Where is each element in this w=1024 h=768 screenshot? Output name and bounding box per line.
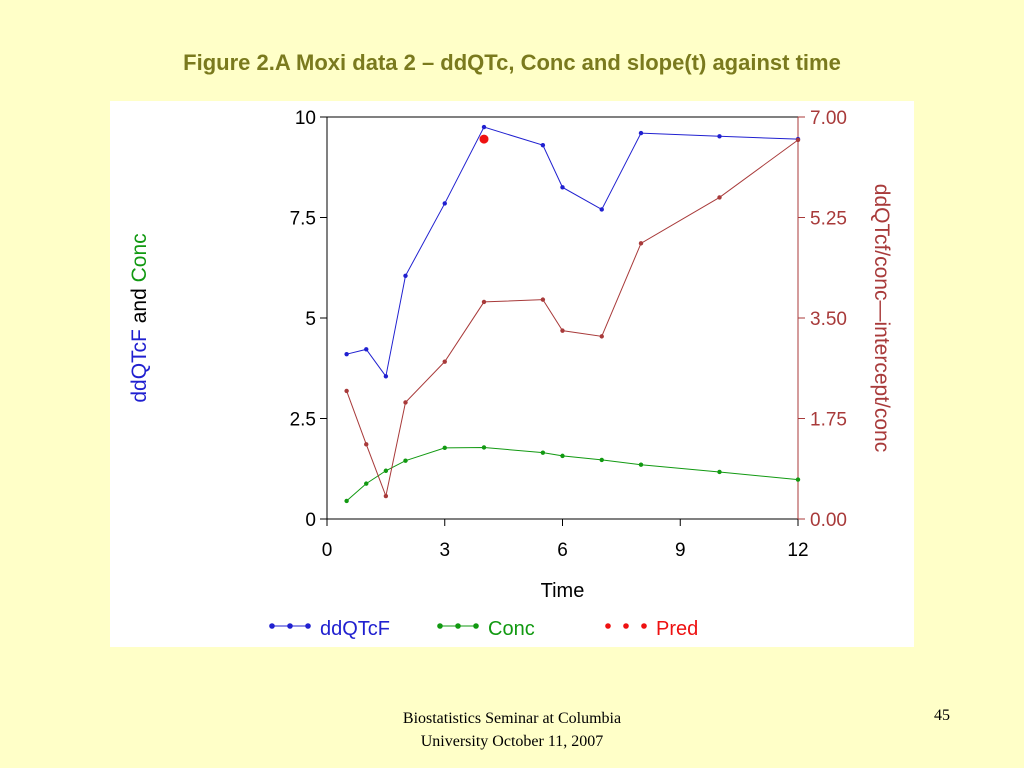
ddqtcf-series-point [560, 185, 565, 190]
conc-series-point [795, 477, 801, 482]
secondary-series-point [638, 241, 644, 246]
y-left-axis-label: ddQTcF and Conc [128, 233, 151, 402]
x-tick-label: 3 [439, 540, 450, 561]
chart: 0 3 6 9 12 0 2.5 5 7.5 10 0.00 1.75 3.50 5.25 7.00 Tim… [128, 108, 893, 640]
legend-item-pred: Pred [605, 618, 698, 640]
x-tick-label: 0 [322, 540, 333, 561]
y-right-tick-label: 3.50 [810, 309, 847, 330]
y-left-axis-label-part: and [128, 282, 151, 329]
axis-labels: Time ddQTcF and Conc ddQTcf/conc—intercept… [128, 184, 893, 602]
ddqtcf-series-point [383, 374, 389, 379]
legend-marker [455, 623, 461, 629]
legend: ddQTcF Conc Pred [269, 618, 698, 640]
y-right-tick-label: 7.00 [810, 108, 847, 129]
y-right-tick-label: 1.75 [810, 410, 847, 431]
conc-series-point [383, 468, 389, 473]
y-right-axis-label: ddQTcf/conc—intercept/conc [870, 184, 893, 452]
conc-series-point [481, 445, 487, 450]
y-right-tick-label: 5.25 [810, 209, 847, 230]
secondary-series-point [403, 400, 408, 405]
footer: Biostatistics Seminar at Columbia Univer… [312, 707, 712, 753]
secondary-series-point [481, 299, 487, 305]
conc-series-line [346, 446, 799, 502]
legend-marker [473, 623, 479, 629]
ddqtcf-series-point [599, 207, 604, 212]
legend-marker [437, 623, 443, 629]
legend-marker [305, 623, 311, 629]
pred-series-point [479, 134, 489, 144]
ddqtcf-series-point [638, 130, 644, 136]
x-tick-label: 12 [787, 540, 808, 561]
secondary-series-point [795, 137, 801, 143]
conc-series-point [717, 469, 722, 475]
legend-label: Pred [656, 618, 698, 640]
page-number: 45 [934, 707, 950, 724]
y-left-axis-label-part: Conc [128, 233, 151, 282]
secondary-series-point [540, 297, 546, 302]
y-left-tick-label: 0 [305, 510, 316, 531]
y-left-tick-label: 7.5 [290, 209, 316, 230]
y-left-tick-label: 10 [295, 108, 316, 129]
secondary-series-point [383, 493, 389, 499]
ddqtcf-series [344, 124, 801, 379]
chart-panel: 0 3 6 9 12 0 2.5 5 7.5 10 0.00 1.75 3.50 5.25 7.00 Tim… [110, 101, 914, 647]
legend-marker [623, 623, 629, 629]
conc-series-point [364, 481, 369, 486]
conc-series-point [403, 458, 408, 463]
secondary-series-point [364, 442, 369, 447]
legend-marker [641, 623, 647, 629]
x-tick-label: 6 [557, 540, 568, 561]
secondary-series-point [442, 359, 447, 364]
legend-label: ddQTcF [320, 618, 390, 640]
legend-label: Conc [488, 618, 535, 640]
x-tick-label: 9 [675, 540, 686, 561]
legend-marker [269, 623, 275, 629]
secondary-series [344, 137, 801, 499]
conc-series-point [560, 453, 565, 459]
secondary-series-point [599, 334, 604, 339]
conc-series-point [442, 445, 447, 451]
conc-series-point [344, 498, 349, 504]
secondary-series-point [717, 195, 722, 200]
y-left-tick-label: 2.5 [290, 410, 316, 431]
legend-marker [287, 623, 293, 629]
pred-series [479, 134, 489, 144]
ddqtcf-series-point [364, 347, 369, 352]
secondary-series-line [346, 139, 799, 498]
footer-line-1: Biostatistics Seminar at Columbia [402, 710, 622, 727]
ddqtcf-series-point [403, 273, 408, 278]
plot-series [344, 124, 801, 504]
y-right-tick-label: 0.00 [810, 510, 847, 531]
y-left-tick-label: 5 [305, 309, 316, 330]
ddqtcf-series-point [481, 124, 487, 130]
conc-series [344, 445, 801, 504]
conc-series-point [599, 457, 604, 463]
slide-title: Figure 2.A Moxi data 2 – ddQTc, Conc and… [183, 50, 841, 75]
x-axis-label: Time [541, 580, 585, 602]
legend-item-ddqtcf: ddQTcF [269, 618, 390, 640]
ddqtcf-series-point [442, 201, 447, 206]
footer-line-2: University October 11, 2007 [420, 733, 604, 750]
y-left-axis-label-part: ddQTcF [128, 329, 151, 403]
conc-series-point [638, 462, 644, 467]
conc-series-point [540, 450, 546, 455]
axes: 0 3 6 9 12 0 2.5 5 7.5 10 0.00 1.75 3.50 5.25 7.00 [290, 108, 847, 561]
secondary-series-point [344, 388, 349, 394]
secondary-series-point [560, 328, 565, 333]
legend-item-conc: Conc [437, 618, 535, 640]
ddqtcf-series-point [540, 142, 546, 148]
ddqtcf-series-point [717, 134, 722, 139]
legend-marker [605, 623, 611, 629]
ddqtcf-series-point [344, 351, 349, 357]
ddqtcf-series-line [346, 126, 799, 378]
